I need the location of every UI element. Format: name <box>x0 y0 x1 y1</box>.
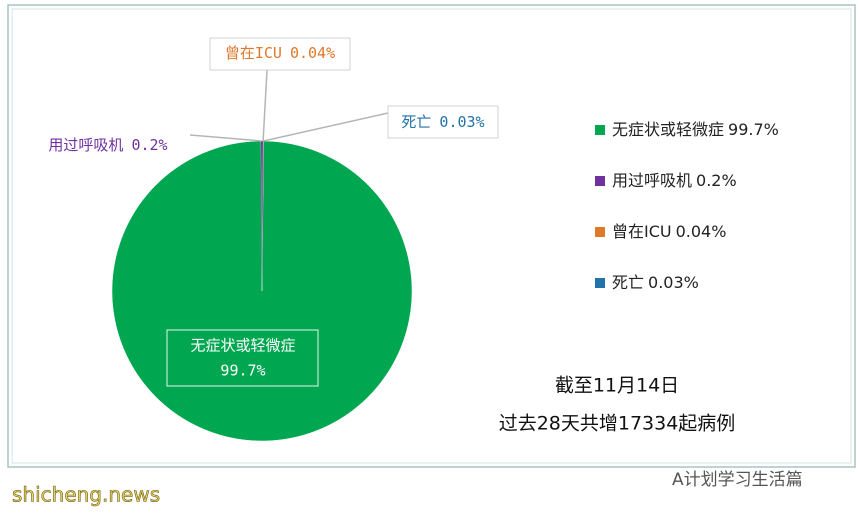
data-label-box <box>209 37 351 71</box>
data-label-category: 死亡 <box>401 113 431 131</box>
legend-value: 0.03% <box>648 273 699 292</box>
data-label-value: 0.2% <box>131 136 167 154</box>
annotation: 截至11月14日 <box>555 375 679 397</box>
legend-label: 无症状或轻微症 99.7% <box>612 120 779 139</box>
legend-swatch <box>595 125 605 135</box>
pie-slice <box>262 141 264 291</box>
pie-slice <box>261 141 263 291</box>
leader-line <box>189 134 263 142</box>
watermark: A计划学习生活篇 <box>672 470 803 490</box>
data-label-value: 0.04% <box>290 44 335 62</box>
data-label: 用过呼吸机 0.2% <box>48 136 167 154</box>
data-label: 死亡 0.03% <box>401 113 484 131</box>
annotation: 过去28天共增17334起病例 <box>499 413 736 435</box>
data-label-box <box>166 329 319 387</box>
legend-swatch <box>595 227 605 237</box>
legend-value: 99.7% <box>728 120 779 139</box>
data-label-category: 用过呼吸机 <box>48 136 123 154</box>
data-label: 99.7% <box>220 362 265 380</box>
watermark: shicheng.news <box>12 483 160 507</box>
pie-slice <box>111 140 413 442</box>
legend-category: 死亡 <box>612 273 644 292</box>
pie-slice <box>262 141 264 291</box>
data-label-value: 0.03% <box>439 113 484 131</box>
legend-swatch <box>595 278 605 288</box>
legend-value: 0.04% <box>676 222 727 241</box>
data-label: 无症状或轻微症 <box>190 337 295 355</box>
legend-label: 死亡 0.03% <box>612 273 699 292</box>
legend-label: 用过呼吸机 0.2% <box>612 171 737 190</box>
legend-value: 0.2% <box>696 171 737 190</box>
plot-frame <box>11 8 852 464</box>
legend-category: 曾在ICU <box>612 222 672 241</box>
data-label-category: 曾在ICU <box>225 44 282 62</box>
legend-swatch <box>595 176 605 186</box>
leader-line <box>263 112 389 142</box>
data-label: 曾在ICU 0.04% <box>225 44 335 62</box>
legend-category: 无症状或轻微症 <box>612 120 724 139</box>
legend-label: 曾在ICU 0.04% <box>612 222 726 241</box>
legend-category: 用过呼吸机 <box>612 171 692 190</box>
data-label-box <box>387 105 499 139</box>
leader-line <box>262 69 268 142</box>
